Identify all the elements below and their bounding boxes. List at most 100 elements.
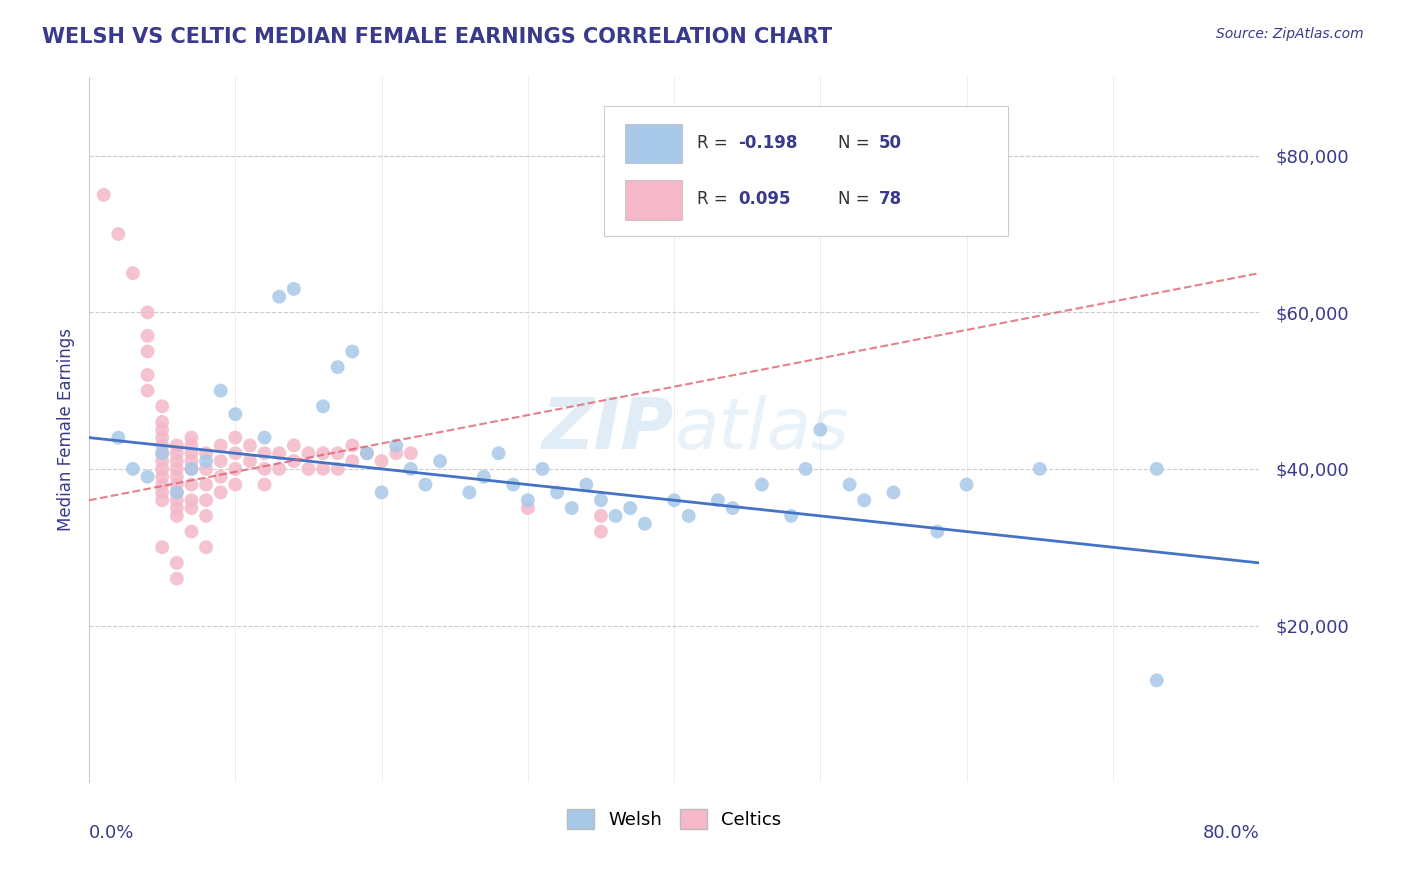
Point — [166, 477, 188, 491]
Point — [209, 485, 232, 500]
Point — [150, 423, 173, 437]
Point — [195, 508, 218, 523]
Point — [122, 462, 145, 476]
Point — [531, 462, 554, 476]
Point — [150, 431, 173, 445]
Point — [209, 384, 232, 398]
Point — [326, 446, 349, 460]
Point — [283, 454, 305, 468]
Point — [488, 446, 510, 460]
Point — [516, 501, 538, 516]
Point — [283, 282, 305, 296]
Point — [458, 485, 481, 500]
Point — [356, 446, 378, 460]
Point — [269, 290, 291, 304]
Point — [224, 431, 246, 445]
Point — [312, 399, 335, 413]
Point — [166, 493, 188, 508]
Point — [180, 438, 202, 452]
Point — [150, 477, 173, 491]
Point — [195, 477, 218, 491]
Point — [166, 485, 188, 500]
Point — [180, 493, 202, 508]
Point — [150, 485, 173, 500]
Point — [136, 328, 159, 343]
Point — [224, 446, 246, 460]
Point — [575, 477, 598, 491]
Point — [166, 454, 188, 468]
Point — [136, 305, 159, 319]
Point — [150, 446, 173, 460]
Point — [150, 540, 173, 554]
Point — [882, 485, 904, 500]
Point — [1146, 462, 1168, 476]
Point — [312, 446, 335, 460]
Point — [927, 524, 949, 539]
Point — [297, 446, 319, 460]
Point — [150, 454, 173, 468]
Point — [516, 493, 538, 508]
Point — [239, 438, 262, 452]
Point — [356, 446, 378, 460]
Y-axis label: Median Female Earnings: Median Female Earnings — [58, 328, 75, 532]
Point — [166, 556, 188, 570]
Point — [166, 446, 188, 460]
Point — [166, 438, 188, 452]
Point — [342, 438, 364, 452]
Point — [180, 446, 202, 460]
Point — [150, 462, 173, 476]
Point — [385, 438, 408, 452]
Point — [1028, 462, 1050, 476]
Point — [166, 462, 188, 476]
Point — [180, 477, 202, 491]
Point — [209, 469, 232, 483]
Point — [853, 493, 876, 508]
Point — [195, 454, 218, 468]
Point — [150, 446, 173, 460]
Point — [180, 462, 202, 476]
Point — [326, 360, 349, 375]
Legend: Welsh, Celtics: Welsh, Celtics — [560, 802, 789, 837]
Point — [502, 477, 524, 491]
Point — [269, 446, 291, 460]
Text: WELSH VS CELTIC MEDIAN FEMALE EARNINGS CORRELATION CHART: WELSH VS CELTIC MEDIAN FEMALE EARNINGS C… — [42, 27, 832, 46]
Point — [619, 501, 641, 516]
Point — [662, 493, 685, 508]
Point — [429, 454, 451, 468]
Point — [399, 462, 422, 476]
Text: 78: 78 — [879, 190, 903, 209]
Point — [283, 438, 305, 452]
Point — [838, 477, 860, 491]
Point — [342, 454, 364, 468]
Point — [312, 462, 335, 476]
Text: -0.198: -0.198 — [738, 134, 797, 152]
Point — [678, 508, 700, 523]
Point — [808, 423, 831, 437]
Point — [546, 485, 568, 500]
Point — [253, 477, 276, 491]
Point — [415, 477, 437, 491]
Point — [589, 524, 612, 539]
Point — [180, 454, 202, 468]
Point — [166, 572, 188, 586]
Point — [342, 344, 364, 359]
Point — [224, 477, 246, 491]
Text: ZIP: ZIP — [541, 395, 673, 464]
Point — [721, 501, 744, 516]
FancyBboxPatch shape — [605, 105, 1008, 236]
Point — [370, 485, 392, 500]
Point — [385, 446, 408, 460]
Point — [605, 508, 627, 523]
Point — [150, 438, 173, 452]
Point — [472, 469, 495, 483]
Point — [180, 524, 202, 539]
Point — [253, 462, 276, 476]
Point — [150, 493, 173, 508]
Point — [269, 462, 291, 476]
Text: Source: ZipAtlas.com: Source: ZipAtlas.com — [1216, 27, 1364, 41]
Point — [794, 462, 817, 476]
Point — [166, 508, 188, 523]
Point — [195, 540, 218, 554]
Text: 80.0%: 80.0% — [1202, 824, 1260, 842]
Point — [122, 266, 145, 280]
